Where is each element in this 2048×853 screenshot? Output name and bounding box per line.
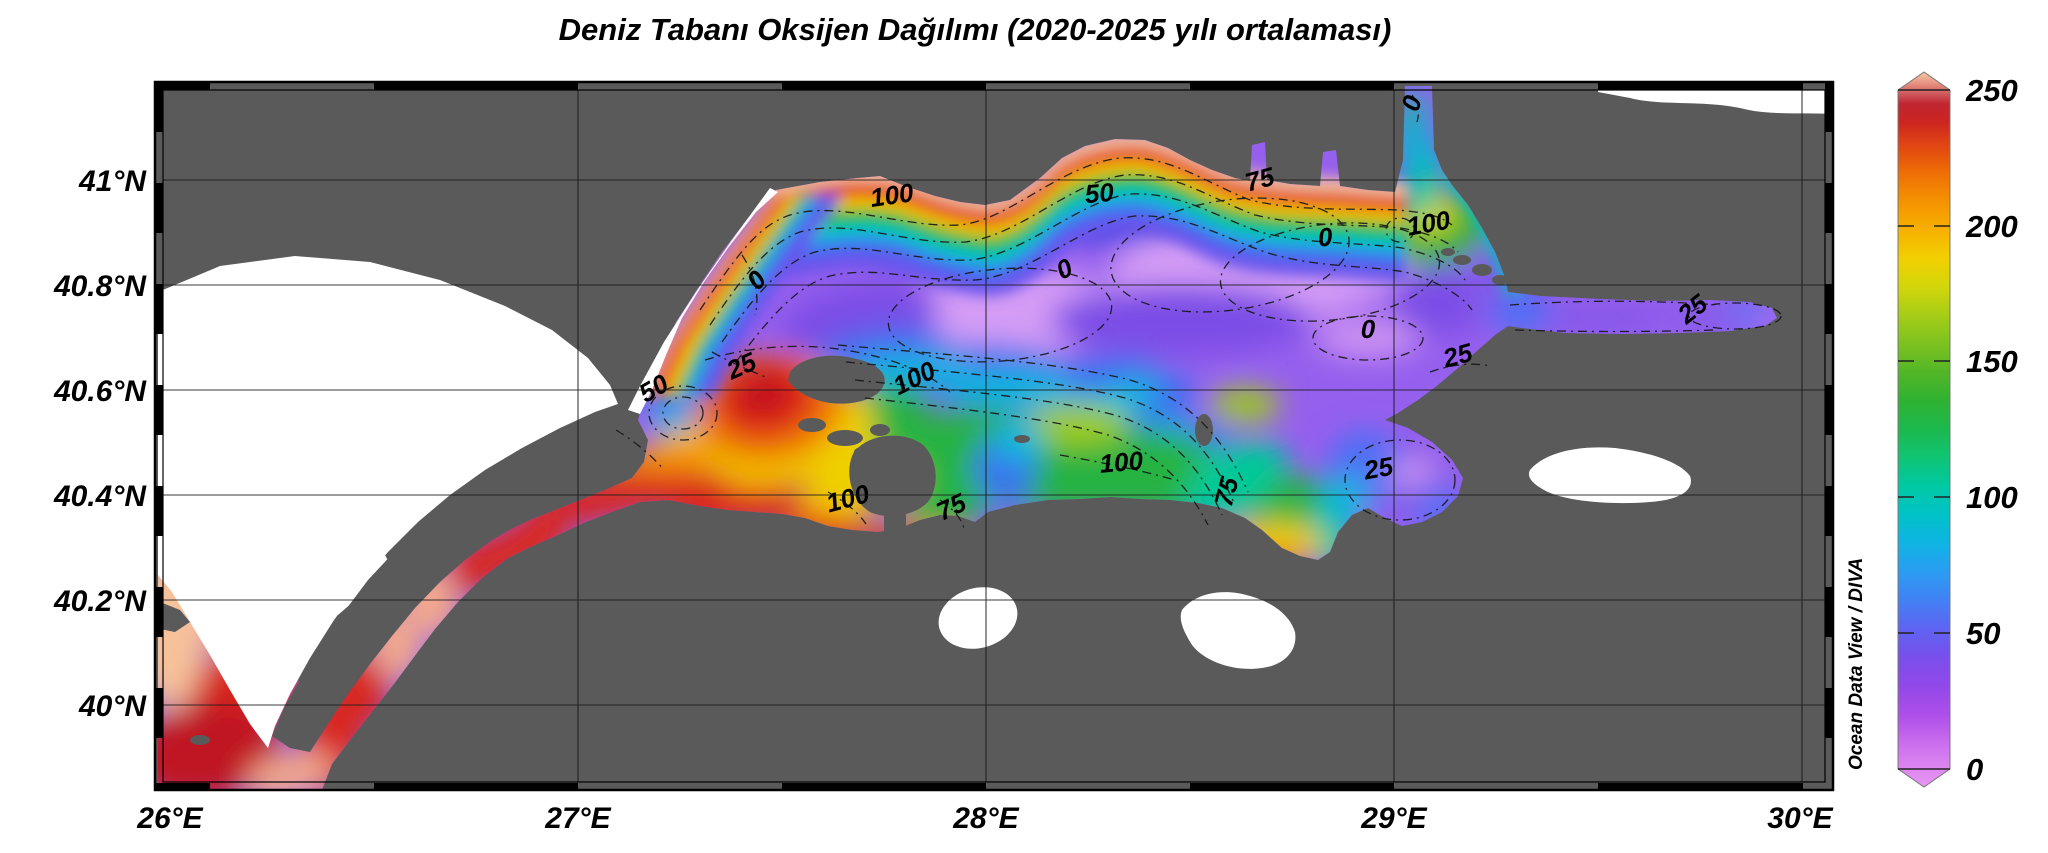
contour-label: 0 [1317, 221, 1335, 252]
lakes [938, 447, 1691, 669]
lon-tick-label: 27°E [544, 802, 611, 835]
lat-tick-label: 40.4°N [53, 480, 147, 513]
strait-flank-white [305, 542, 392, 615]
lake-iznik [1528, 447, 1691, 504]
colorbar-ticks [1898, 89, 1950, 770]
kapidag-peninsula [849, 435, 936, 517]
colorbar-tick-label: 200 [1965, 209, 2018, 244]
lon-tick-label: 26°E [136, 802, 203, 835]
contour-lines [615, 94, 1782, 529]
saros-aegean-white [158, 256, 618, 748]
lon-tick-label: 30°E [1767, 802, 1833, 835]
contour-label: 100 [1098, 445, 1144, 479]
colorbar-gradient-bar [1897, 71, 1951, 788]
marmara-island [788, 355, 885, 404]
graticule [163, 90, 1825, 782]
page-title: Deniz Tabanı Oksijen Dağılımı (2020-2025… [559, 12, 1392, 47]
land-overlays [155, 248, 1508, 752]
colorbar-tick-label: 0 [1966, 752, 1983, 787]
lake-ulubat [1180, 592, 1296, 669]
colorbar-tick-label: 150 [1966, 344, 2018, 379]
contour-label: 100 [868, 177, 916, 213]
no-data-white-areas [158, 90, 1833, 748]
contour-label: 25 [1361, 451, 1396, 486]
odv-credit: Ocean Data View / DIVA [1846, 558, 1867, 770]
colorbar-tick-label: 250 [1965, 73, 2018, 108]
lat-tick-label: 41°N [78, 165, 147, 198]
axis-label-layer: 41°N 40.8°N 40.6°N 40.4°N 40.2°N 40°N 26°E 27°E… [53, 165, 1834, 835]
colorbar-tick-label: 100 [1966, 480, 2018, 515]
princes-islands [1441, 248, 1455, 256]
contour-label: 50 [1084, 177, 1116, 209]
lat-tick-label: 40.6°N [53, 375, 147, 408]
lat-tick-label: 40°N [78, 690, 147, 723]
contour-label: 0 [1361, 314, 1376, 344]
lake-manyas [938, 587, 1018, 649]
gallipoli-peninsula [272, 404, 648, 752]
imrali-island [1195, 414, 1213, 446]
nw-coastal-sliver-white [628, 188, 778, 414]
lon-tick-label: 29°E [1360, 802, 1427, 835]
colorbar: 250 200 150 100 50 0 [1897, 71, 2018, 788]
lon-tick-label: 28°E [952, 802, 1019, 835]
black-sea-white [1598, 90, 1833, 114]
map-frame [153, 80, 1835, 792]
lat-tick-label: 40.2°N [53, 585, 147, 618]
colorbar-tick-label: 50 [1966, 616, 2000, 651]
gokceada-cape [155, 600, 190, 632]
lat-tick-label: 40.8°N [53, 270, 147, 303]
colorbar-label-layer: 250 200 150 100 50 0 [1965, 73, 2018, 787]
